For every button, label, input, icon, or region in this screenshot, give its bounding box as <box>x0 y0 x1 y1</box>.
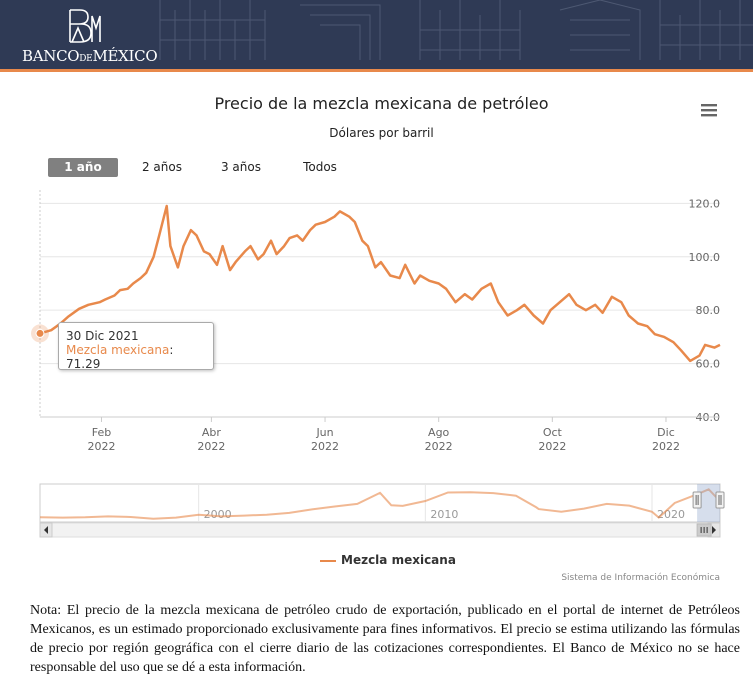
scrollbar-track <box>39 522 721 538</box>
x-tick-label-year: 2022 <box>87 440 115 453</box>
x-tick-label-year: 2022 <box>425 440 453 453</box>
x-tick-label-month: Feb <box>92 426 111 439</box>
header-accent-line <box>0 69 753 72</box>
x-tick-label-month: Abr <box>202 426 222 439</box>
x-tick-label-year: 2022 <box>652 440 680 453</box>
banxico-logo[interactable]: BANCODEMÉXICO <box>22 4 158 66</box>
x-tick-label-year: 2022 <box>538 440 566 453</box>
brand-wordmark: BANCODEMÉXICO <box>22 47 158 65</box>
bm-monogram-icon <box>69 9 101 43</box>
chart-title: Precio de la mezcla mexicana de petróleo <box>214 94 549 113</box>
scroll-left-arrow-icon <box>44 526 48 534</box>
site-header: BANCODEMÉXICO <box>0 0 753 72</box>
x-tick-label-year: 2022 <box>197 440 225 453</box>
x-tick-label-month: Dic <box>657 426 675 439</box>
brand-word-3: MÉXICO <box>92 47 158 65</box>
chart-credits[interactable]: Sistema de Información Económica <box>561 573 720 583</box>
navigator-tick-label: 2000 <box>204 508 232 521</box>
navigator-series-line <box>39 488 721 520</box>
chart-tooltip: 30 Dic 2021 Mezcla mexicana: 71.29 <box>58 322 214 371</box>
brand-word-1: BANCO <box>22 47 80 65</box>
navigator[interactable]: 2000 2010 2020 <box>0 480 753 540</box>
tooltip-date: 30 Dic 2021 <box>66 329 139 343</box>
legend-swatch <box>320 559 336 562</box>
main-chart[interactable]: 40.060.080.0100.0120.0Feb2022Abr2022Jun2… <box>0 180 753 460</box>
navigator-selection <box>697 484 720 522</box>
y-tick-label: 80.0 <box>696 304 721 317</box>
navigator-tick-label: 2010 <box>430 508 458 521</box>
x-tick-label-year: 2022 <box>311 440 339 453</box>
range-button-2-years[interactable]: 2 años <box>141 160 182 174</box>
brand-word-2: DE <box>79 54 93 64</box>
range-button-1-year[interactable]: 1 año <box>48 158 118 177</box>
x-tick-label-month: Ago <box>428 426 450 439</box>
y-tick-label: 60.0 <box>696 358 721 371</box>
navigator-handle[interactable] <box>692 491 702 509</box>
tooltip-value-line: Mezcla mexicana: 71.29 <box>66 343 174 371</box>
y-tick-label: 100.0 <box>689 251 721 264</box>
disclaimer-note: Nota: El precio de la mezcla mexicana de… <box>30 603 740 675</box>
hover-point <box>35 328 45 338</box>
scroll-right-arrow-icon <box>712 526 716 534</box>
tooltip-value: 71.29 <box>66 357 101 371</box>
chart-subtitle: Dólares por barril <box>329 126 434 140</box>
range-button-all[interactable]: Todos <box>303 160 337 174</box>
x-tick-label-month: Jun <box>315 426 333 439</box>
legend-label: Mezcla mexicana <box>341 553 456 567</box>
tooltip-series-name: Mezcla mexicana <box>66 343 170 357</box>
series-line-mezcla-mexicana <box>39 204 721 363</box>
navigator-frame <box>39 483 721 523</box>
hamburger-menu-icon[interactable] <box>700 101 718 119</box>
range-button-3-years[interactable]: 3 años <box>220 160 261 174</box>
header-pattern <box>159 0 753 60</box>
navigator-handle[interactable] <box>715 491 725 509</box>
x-tick-label-month: Oct <box>543 426 563 439</box>
y-tick-label: 120.0 <box>689 197 721 210</box>
legend-item-mezcla-mexicana[interactable]: Mezcla mexicana <box>320 553 456 567</box>
navigator-tick-label: 2020 <box>657 508 685 521</box>
